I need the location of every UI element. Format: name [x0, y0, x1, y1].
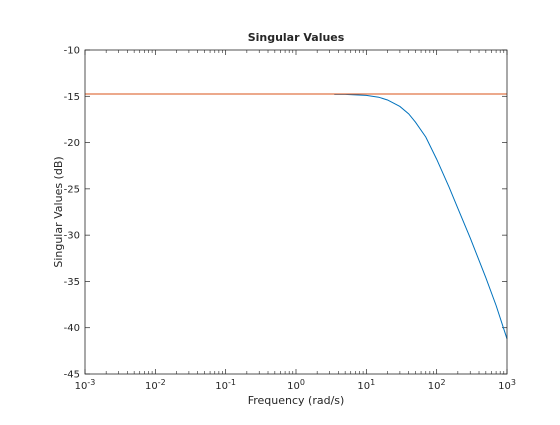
y-tick-label: -15: [64, 92, 80, 103]
x-tick-label: 100: [287, 378, 305, 392]
x-tick-label: 103: [498, 378, 516, 392]
series-line-1: [334, 93, 508, 339]
y-tick-label: -10: [64, 46, 80, 57]
x-tick-label: 10-2: [145, 378, 166, 392]
x-tick-label: 102: [428, 378, 446, 392]
x-tick-label: 10-3: [75, 378, 96, 392]
axes-box: [84, 49, 508, 375]
y-tick-label: -20: [64, 138, 80, 149]
x-axis-label: Frequency (rad/s): [248, 394, 345, 407]
ticks: [84, 49, 508, 375]
tick-labels: 10-3 10-2 10-1 100 101 102 103 -45 -40 -35 -30 -25 -…: [64, 46, 516, 393]
plot-area: [85, 50, 507, 374]
chart-title: Singular Values: [248, 31, 345, 44]
y-tick-label: -40: [64, 323, 80, 334]
y-tick-label: -35: [64, 277, 80, 288]
x-tick-label: 10-1: [215, 378, 236, 392]
series-layer: [85, 93, 508, 339]
y-axis-label: Singular Values (dB): [52, 156, 65, 267]
y-tick-label: -25: [64, 184, 80, 195]
x-tick-label: 101: [357, 378, 375, 392]
y-tick-label: -30: [64, 231, 80, 242]
y-tick-label: -45: [64, 370, 80, 381]
